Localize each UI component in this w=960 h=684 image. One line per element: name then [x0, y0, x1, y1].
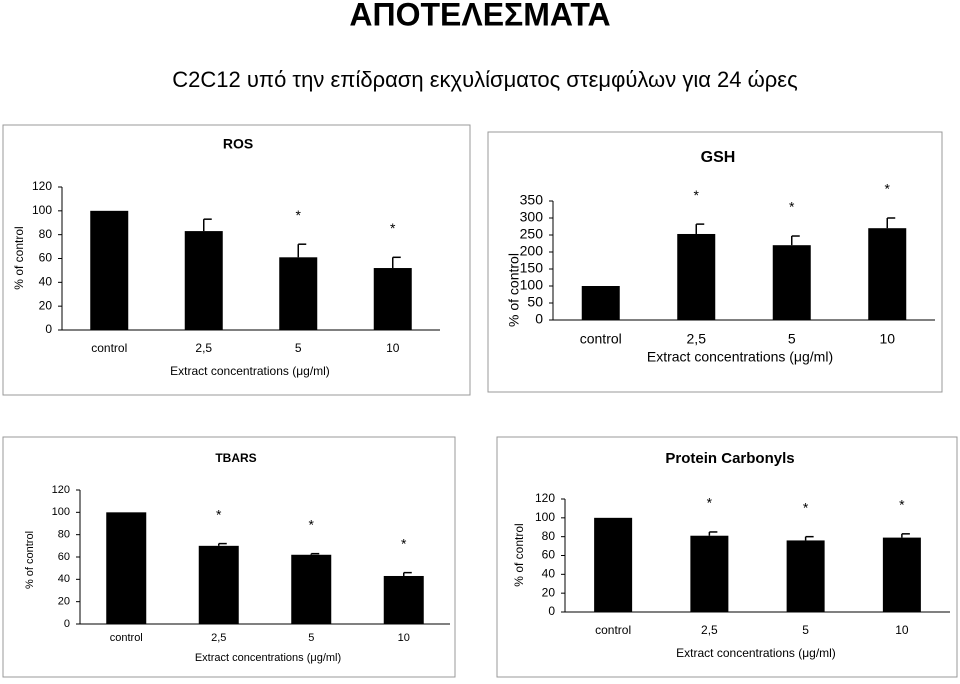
- bar: [373, 268, 412, 330]
- bar: [786, 540, 825, 612]
- significance-mark: *: [401, 535, 407, 551]
- bar: [291, 554, 332, 624]
- significance-mark: *: [885, 181, 891, 197]
- y-tick-label: 50: [527, 294, 543, 310]
- chart-title: ROS: [223, 136, 253, 152]
- significance-mark: *: [694, 187, 700, 203]
- chart-frame: [487, 131, 943, 393]
- y-tick-label: 100: [535, 510, 555, 524]
- y-tick-label: 350: [520, 192, 544, 208]
- y-tick-label: 40: [58, 573, 70, 585]
- y-tick-label: 0: [548, 604, 555, 618]
- bar: [772, 245, 811, 320]
- y-tick-label: 20: [58, 596, 70, 608]
- bar: [184, 231, 223, 330]
- y-tick-label: 120: [52, 484, 70, 496]
- y-tick-label: 250: [520, 226, 544, 242]
- slide-title: ΑΠΟΤΕΛΕΣΜΑΤΑ: [349, 0, 610, 32]
- x-tick-label: control: [580, 331, 622, 347]
- y-tick-label: 100: [520, 277, 544, 293]
- chart-frame: [2, 436, 456, 678]
- y-tick-label: 60: [542, 548, 556, 562]
- chart-frame: [496, 436, 958, 678]
- chart-title: GSH: [701, 149, 736, 166]
- y-tick-label: 60: [39, 251, 53, 265]
- x-axis-label: Extract concentrations (μg/ml): [647, 349, 833, 365]
- x-tick-label: 2,5: [701, 623, 718, 637]
- significance-mark: *: [707, 495, 713, 511]
- chart-title: Protein Carbonyls: [665, 450, 794, 467]
- y-tick-label: 80: [58, 529, 70, 541]
- x-tick-label: 5: [308, 632, 314, 644]
- x-axis-label: Extract concentrations (μg/ml): [170, 364, 330, 378]
- y-tick-label: 20: [542, 585, 556, 599]
- significance-mark: *: [789, 199, 795, 215]
- y-tick-label: 40: [542, 567, 556, 581]
- y-tick-label: 150: [520, 260, 544, 276]
- y-axis-label: % of control: [512, 523, 526, 586]
- x-tick-label: control: [91, 341, 127, 355]
- y-tick-label: 0: [535, 311, 543, 327]
- bar: [594, 517, 633, 612]
- x-tick-label: control: [595, 623, 631, 637]
- y-axis-label: % of control: [506, 253, 522, 327]
- y-tick-label: 100: [32, 203, 52, 217]
- significance-mark: *: [216, 506, 222, 522]
- x-tick-label: 5: [802, 623, 809, 637]
- y-tick-label: 0: [64, 618, 70, 630]
- y-axis-label: % of control: [24, 531, 36, 589]
- y-tick-label: 200: [520, 243, 544, 259]
- y-tick-label: 100: [52, 506, 70, 518]
- bar: [383, 575, 424, 624]
- x-tick-label: 10: [895, 623, 909, 637]
- bar: [279, 257, 318, 330]
- significance-mark: *: [390, 220, 396, 236]
- y-tick-label: 120: [535, 491, 555, 505]
- x-tick-label: 2,5: [687, 331, 707, 347]
- y-axis-label: % of control: [12, 226, 26, 289]
- x-tick-label: 10: [879, 331, 895, 347]
- bar: [90, 210, 129, 330]
- bar: [198, 545, 239, 624]
- bar: [581, 286, 620, 320]
- y-tick-label: 0: [45, 322, 52, 336]
- y-tick-label: 20: [39, 298, 53, 312]
- chart-frame: [2, 124, 471, 396]
- significance-mark: *: [803, 499, 809, 515]
- significance-mark: *: [309, 516, 315, 532]
- bar: [690, 535, 729, 612]
- x-tick-label: 2,5: [211, 632, 226, 644]
- bar: [882, 537, 921, 612]
- bar: [106, 512, 147, 624]
- y-tick-label: 40: [39, 275, 53, 289]
- bar: [677, 233, 716, 320]
- x-tick-label: 5: [295, 341, 302, 355]
- significance-mark: *: [899, 497, 905, 513]
- y-tick-label: 80: [39, 227, 53, 241]
- x-tick-label: control: [110, 632, 143, 644]
- x-tick-label: 5: [788, 331, 796, 347]
- x-tick-label: 10: [386, 341, 400, 355]
- y-tick-label: 120: [32, 179, 52, 193]
- y-tick-label: 80: [542, 529, 556, 543]
- x-tick-label: 10: [398, 632, 410, 644]
- significance-mark: *: [296, 207, 302, 223]
- y-tick-label: 300: [520, 209, 544, 225]
- x-tick-label: 2,5: [195, 341, 212, 355]
- y-tick-label: 60: [58, 551, 70, 563]
- slide-subtitle: C2C12 υπό την επίδραση εκχυλίσματος στεμ…: [172, 67, 797, 92]
- x-axis-label: Extract concentrations (μg/ml): [676, 646, 836, 660]
- chart-title: TBARS: [215, 451, 256, 465]
- bar: [868, 228, 907, 320]
- x-axis-label: Extract concentrations (μg/ml): [195, 652, 341, 664]
